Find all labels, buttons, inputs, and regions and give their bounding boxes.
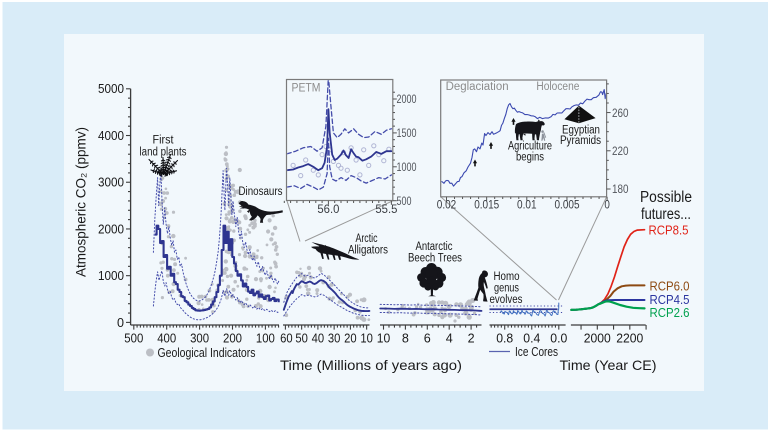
svg-text:60: 60 xyxy=(280,331,293,346)
svg-text:55.5: 55.5 xyxy=(375,202,397,216)
svg-text:0: 0 xyxy=(117,315,124,330)
svg-text:50: 50 xyxy=(295,331,308,346)
svg-text:RCP6.0: RCP6.0 xyxy=(650,280,690,294)
svg-text:Time (Millions of years ago): Time (Millions of years ago) xyxy=(280,357,462,373)
svg-text:500: 500 xyxy=(124,331,143,346)
svg-text:Deglaciation: Deglaciation xyxy=(446,81,509,93)
svg-text:genus: genus xyxy=(494,283,519,295)
svg-text:RCP2.6: RCP2.6 xyxy=(650,306,690,320)
svg-text:2: 2 xyxy=(468,331,475,346)
svg-text:10: 10 xyxy=(360,331,373,346)
svg-text:0.0: 0.0 xyxy=(550,331,567,346)
svg-text:0.4: 0.4 xyxy=(523,331,540,346)
svg-text:100: 100 xyxy=(256,331,275,346)
svg-text:2200: 2200 xyxy=(616,331,643,346)
svg-text:1000: 1000 xyxy=(397,160,417,174)
svg-text:Time (Year CE): Time (Year CE) xyxy=(560,357,657,373)
svg-text:40: 40 xyxy=(312,331,325,346)
svg-text:RCP8.5: RCP8.5 xyxy=(649,223,689,237)
svg-text:5000: 5000 xyxy=(98,81,124,96)
svg-text:Beech Trees: Beech Trees xyxy=(408,253,462,265)
svg-text:Antarctic: Antarctic xyxy=(416,241,453,253)
svg-text:land plants: land plants xyxy=(140,147,187,159)
svg-text:4: 4 xyxy=(446,331,453,346)
svg-text:0.02: 0.02 xyxy=(437,197,457,211)
svg-text:300: 300 xyxy=(190,331,209,346)
svg-text:Possible: Possible xyxy=(640,189,692,206)
svg-text:8: 8 xyxy=(402,331,409,346)
svg-text:10: 10 xyxy=(377,331,391,346)
svg-text:RCP4.5: RCP4.5 xyxy=(650,293,690,307)
svg-text:220: 220 xyxy=(612,144,629,158)
svg-text:Alligators: Alligators xyxy=(348,245,388,257)
svg-text:30: 30 xyxy=(328,331,341,346)
svg-text:0.005: 0.005 xyxy=(555,197,580,211)
svg-text:Atmospheric CO₂ (ppmv): Atmospheric CO₂ (ppmv) xyxy=(74,127,89,277)
svg-text:200: 200 xyxy=(223,331,242,346)
svg-text:0: 0 xyxy=(604,197,610,211)
svg-text:1500: 1500 xyxy=(397,126,417,140)
svg-text:4000: 4000 xyxy=(98,128,124,143)
svg-text:500: 500 xyxy=(397,194,412,208)
svg-text:begins: begins xyxy=(516,152,544,164)
svg-text:Holocene: Holocene xyxy=(536,81,579,93)
svg-text:Geological Indicators: Geological Indicators xyxy=(158,346,256,360)
svg-text:Pyramids: Pyramids xyxy=(560,135,601,147)
svg-text:Arctic: Arctic xyxy=(356,233,378,245)
svg-text:260: 260 xyxy=(612,106,629,120)
svg-text:PETM: PETM xyxy=(292,81,321,95)
svg-text:Ice Cores: Ice Cores xyxy=(515,345,558,359)
svg-text:0.015: 0.015 xyxy=(474,197,499,211)
svg-text:Agriculture: Agriculture xyxy=(508,141,552,153)
svg-text:Homo: Homo xyxy=(494,271,520,283)
svg-text:Dinosaurs: Dinosaurs xyxy=(239,186,283,198)
svg-text:180: 180 xyxy=(612,182,629,196)
svg-text:1000: 1000 xyxy=(98,268,124,283)
svg-text:0.8: 0.8 xyxy=(496,331,513,346)
svg-text:Egyptian: Egyptian xyxy=(562,125,600,137)
svg-text:3000: 3000 xyxy=(98,175,124,190)
svg-text:6: 6 xyxy=(424,331,431,346)
svg-text:56.0: 56.0 xyxy=(317,202,339,216)
svg-text:futures...: futures... xyxy=(641,206,691,223)
svg-text:20: 20 xyxy=(344,331,357,346)
svg-text:evolves: evolves xyxy=(490,294,523,306)
svg-text:2000: 2000 xyxy=(98,221,124,236)
svg-text:2000: 2000 xyxy=(584,331,611,346)
svg-text:400: 400 xyxy=(157,331,176,346)
svg-text:First: First xyxy=(153,135,175,147)
svg-text:0.01: 0.01 xyxy=(517,197,537,211)
svg-text:2000: 2000 xyxy=(397,92,417,106)
